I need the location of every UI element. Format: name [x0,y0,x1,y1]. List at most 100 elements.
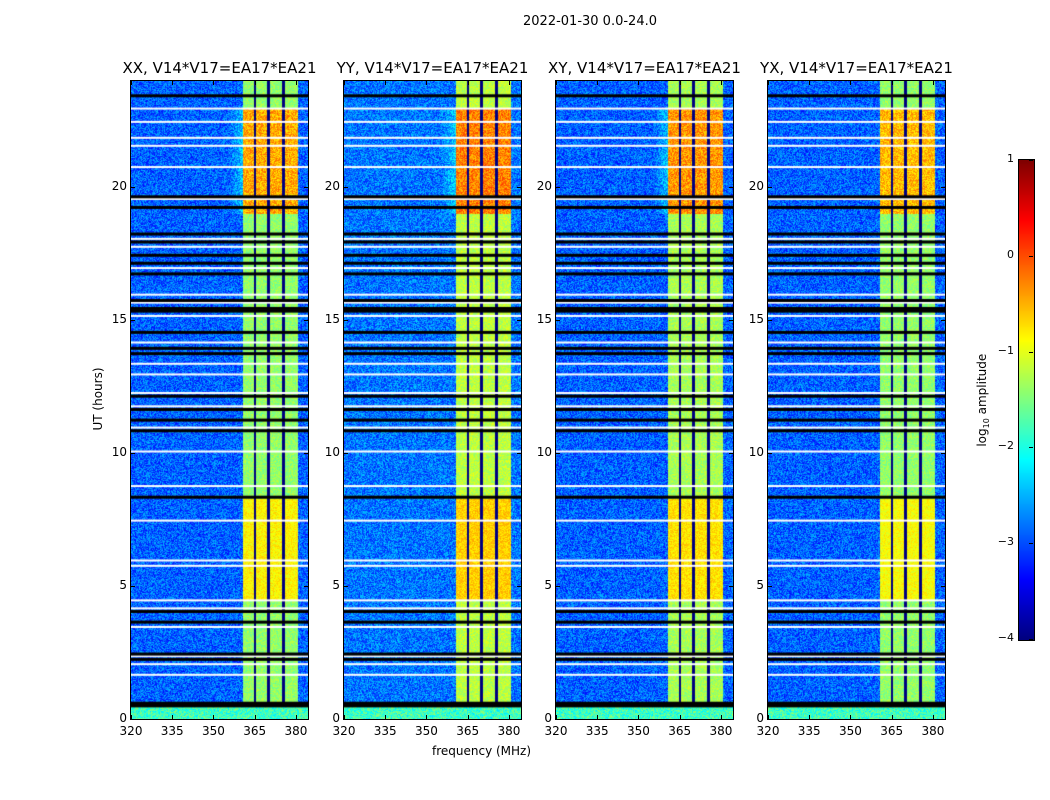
x-tick-mark [891,715,893,719]
x-tick-label: 380 [709,724,733,738]
y-tick-label: 20 [111,179,127,194]
heatmap-cells [344,81,521,719]
y-tick-mark-right [517,320,521,322]
y-tick-mark [556,453,560,455]
y-tick-mark [344,320,348,322]
x-tick-label: 320 [756,724,780,738]
x-axis-label: frequency (MHz) [432,744,532,758]
colorbar-tick-mark [1029,255,1033,257]
x-tick-mark-top [295,81,297,85]
x-tick-mark-top [556,81,557,85]
x-tick-mark-top [508,81,510,85]
y-tick-mark-right [517,586,521,588]
y-tick-label: 15 [536,312,552,327]
x-tick-mark [213,715,215,719]
colorbar-tick-label: −2 [997,439,1014,453]
x-tick-mark [720,715,722,719]
y-tick-label: 15 [324,312,340,327]
y-tick-mark-right [517,719,521,720]
x-tick-label: 350 [202,724,225,738]
x-tick-mark-top [891,81,893,85]
colorbar-label-rest: amplitude [974,353,989,419]
colorbar-tick-label: −3 [997,535,1014,549]
x-tick-mark-top [932,81,934,85]
x-tick-label: 365 [243,724,267,738]
x-tick-mark [172,715,174,719]
x-tick-label: 350 [627,724,650,738]
y-tick-mark [131,719,135,720]
x-tick-label: 350 [415,724,438,738]
x-tick-label: 350 [839,724,862,738]
x-tick-mark [385,715,387,719]
x-tick-mark-top [720,81,722,85]
waterfall-panel [767,80,946,720]
x-tick-label: 365 [880,724,904,738]
x-tick-mark-top [679,81,681,85]
y-tick-mark [556,187,560,189]
x-tick-label: 365 [456,724,480,738]
x-tick-mark [556,715,557,719]
x-tick-mark-top [172,81,174,85]
x-tick-mark [850,715,852,719]
y-tick-label: 10 [324,445,340,460]
y-tick-mark-right [304,453,308,455]
y-tick-label: 0 [544,711,552,725]
x-tick-label: 335 [160,724,184,738]
x-tick-label: 320 [119,724,143,738]
y-tick-label: 5 [332,578,340,593]
y-tick-label: 20 [536,179,552,194]
y-tick-mark-right [941,320,945,322]
x-tick-label: 335 [797,724,821,738]
x-tick-label: 335 [585,724,609,738]
y-tick-mark [768,453,772,455]
x-tick-mark-top [467,81,469,85]
y-tick-label: 5 [544,578,552,593]
x-tick-mark-top [131,81,132,85]
y-tick-mark [768,320,772,322]
colorbar-tick-label: −4 [997,631,1014,644]
y-tick-label: 10 [536,445,552,460]
y-tick-mark-right [941,453,945,455]
y-tick-mark-right [729,320,733,322]
heatmap-cells [131,81,308,719]
y-tick-mark-right [304,187,308,189]
colorbar-tick-label: 0 [1007,247,1014,261]
x-tick-label: 380 [921,724,945,738]
y-tick-mark [344,586,348,588]
x-tick-mark [508,715,510,719]
colorbar-tick-mark [1029,351,1033,353]
figure-title: 2022-01-30 0.0-24.0 [523,14,657,29]
y-tick-label: 20 [324,179,340,194]
waterfall-panel [343,80,522,720]
y-tick-label: 0 [332,711,340,725]
x-tick-mark-top [213,81,215,85]
heatmap-cells [556,81,733,719]
x-tick-label: 335 [373,724,397,738]
x-tick-label: 380 [497,724,521,738]
colorbar [1018,159,1035,641]
y-tick-mark [768,187,772,189]
x-tick-mark [638,715,640,719]
colorbar-tick-mark [1029,543,1033,545]
x-tick-mark-top [638,81,640,85]
y-tick-mark-right [729,453,733,455]
y-tick-mark-right [304,320,308,322]
colorbar-tick-mark [1029,639,1033,640]
x-tick-mark-top [597,81,599,85]
x-tick-mark-top [254,81,256,85]
y-tick-label: 0 [119,711,127,725]
y-tick-label: 15 [111,312,127,327]
y-tick-label: 5 [756,578,764,593]
y-tick-mark-right [517,187,521,189]
x-tick-mark-top [344,81,345,85]
x-tick-label: 320 [544,724,568,738]
colorbar-tick-label: −1 [997,343,1014,357]
x-tick-mark [932,715,934,719]
panel-title: XX, V14*V17=EA17*EA21 [122,59,317,77]
y-tick-mark [556,320,560,322]
y-tick-mark [344,187,348,189]
y-tick-mark-right [729,719,733,720]
y-tick-mark [344,719,348,720]
y-tick-mark [131,453,135,455]
